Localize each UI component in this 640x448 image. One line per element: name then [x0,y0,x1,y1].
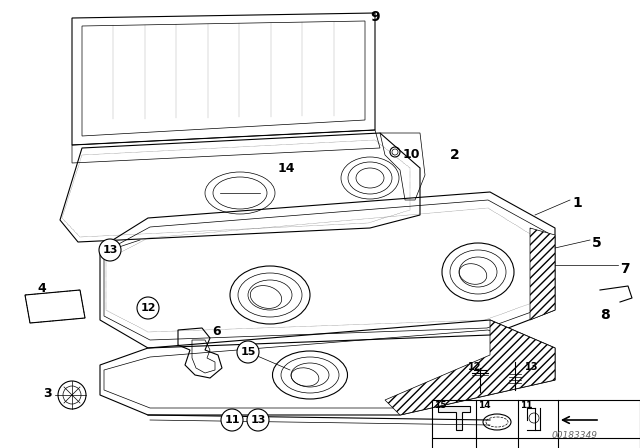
Circle shape [137,297,159,319]
Text: 11: 11 [224,415,240,425]
Polygon shape [438,406,470,430]
Circle shape [247,409,269,431]
Text: 2: 2 [450,148,460,162]
Text: 13: 13 [102,245,118,255]
Text: 15: 15 [240,347,256,357]
Circle shape [99,239,121,261]
Text: 10: 10 [403,148,420,161]
Circle shape [237,341,259,363]
Text: 15: 15 [434,401,447,410]
Text: 14: 14 [478,401,491,410]
Text: 5: 5 [592,236,602,250]
Text: 6: 6 [212,325,221,338]
Text: 13: 13 [250,415,266,425]
Text: 3: 3 [44,387,52,400]
Polygon shape [530,228,555,320]
Text: 4: 4 [38,282,46,295]
Text: 11: 11 [520,401,532,410]
Text: 14: 14 [278,162,296,175]
Text: 12: 12 [468,362,481,372]
Text: 13: 13 [525,362,538,372]
Text: 7: 7 [620,262,630,276]
Text: 9: 9 [370,10,380,24]
Text: 1: 1 [572,196,582,210]
Text: 00183349: 00183349 [552,431,598,440]
Circle shape [392,149,398,155]
Text: 8: 8 [600,308,610,322]
Polygon shape [385,320,555,415]
Text: 12: 12 [140,303,156,313]
Circle shape [221,409,243,431]
